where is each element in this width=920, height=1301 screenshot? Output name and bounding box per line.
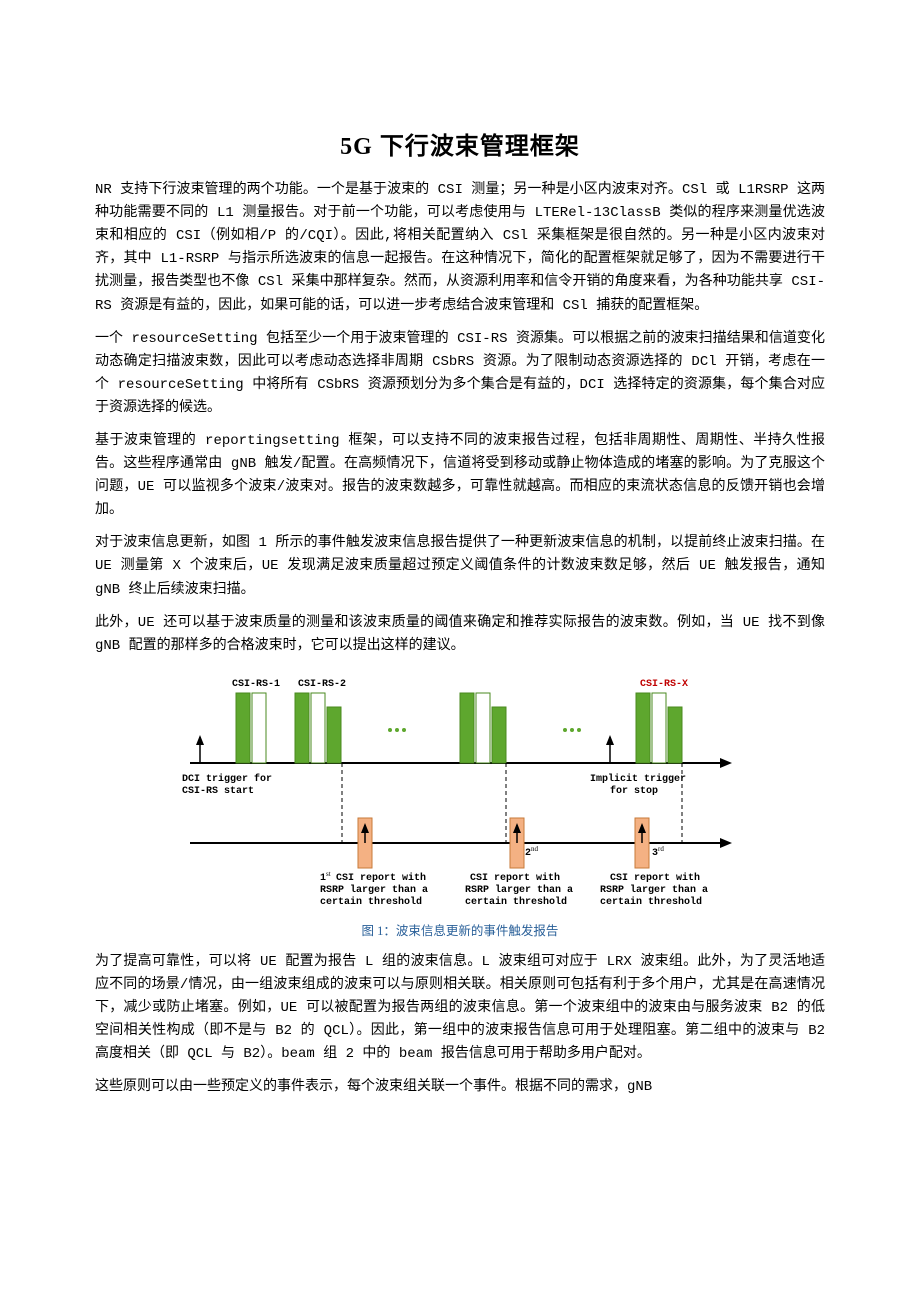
figure-1-caption: 图 1：波束信息更新的事件触发报告 (95, 920, 825, 939)
svg-text:certain threshold: certain threshold (465, 896, 567, 908)
svg-text:CSI-RS-X: CSI-RS-X (640, 679, 688, 690)
svg-text:for stop: for stop (610, 785, 658, 797)
svg-text:CSI-RS-2: CSI-RS-2 (298, 679, 346, 690)
svg-text:RSRP larger than a: RSRP larger than a (320, 884, 428, 896)
svg-text:certain threshold: certain threshold (320, 896, 422, 908)
svg-text:RSRP larger than a: RSRP larger than a (600, 884, 708, 896)
svg-text:st: st (326, 870, 331, 878)
svg-text:CSI-RS-1: CSI-RS-1 (232, 679, 280, 690)
svg-text:RSRP larger than a: RSRP larger than a (465, 884, 573, 896)
svg-text:Implicit trigger: Implicit trigger (590, 773, 686, 785)
paragraph-2: 一个 resourceSetting 包括至少一个用于波束管理的 CSI-RS … (95, 328, 825, 420)
svg-text:CSI-RS start: CSI-RS start (182, 786, 254, 797)
paragraph-1: NR 支持下行波束管理的两个功能。一个是基于波束的 CSI 测量；另一种是小区内… (95, 179, 825, 318)
svg-text:nd: nd (531, 845, 539, 853)
paragraph-7: 这些原则可以由一些预定义的事件表示，每个波束组关联一个事件。根据不同的需求，gN… (95, 1076, 825, 1099)
paragraph-4: 对于波束信息更新，如图 1 所示的事件触发波束信息报告提供了一种更新波束信息的机… (95, 532, 825, 601)
svg-text:CSI report with: CSI report with (470, 872, 560, 884)
svg-text:CSI report with: CSI report with (336, 872, 426, 884)
paragraph-6: 为了提高可靠性，可以将 UE 配置为报告 L 组的波束信息。L 波束组可对应于 … (95, 951, 825, 1066)
svg-text:rd: rd (658, 845, 664, 853)
page-title: 5G 下行波束管理框架 (95, 126, 825, 161)
page: 5G 下行波束管理框架 NR 支持下行波束管理的两个功能。一个是基于波束的 CS… (0, 0, 920, 1149)
paragraph-5: 此外，UE 还可以基于波束质量的测量和该波束质量的阈值来确定和推荐实际报告的波束… (95, 612, 825, 658)
paragraph-3: 基于波束管理的 reportingsetting 框架，可以支持不同的波束报告过… (95, 430, 825, 522)
svg-text:certain threshold: certain threshold (600, 896, 702, 908)
svg-text:DCI trigger for: DCI trigger for (182, 773, 272, 785)
beam-diagram: CSI-RS-1CSI-RS-2CSI-RS-XDCI trigger forC… (180, 668, 740, 918)
figure-1: CSI-RS-1CSI-RS-2CSI-RS-XDCI trigger forC… (95, 668, 825, 918)
svg-text:CSI report with: CSI report with (610, 872, 700, 884)
